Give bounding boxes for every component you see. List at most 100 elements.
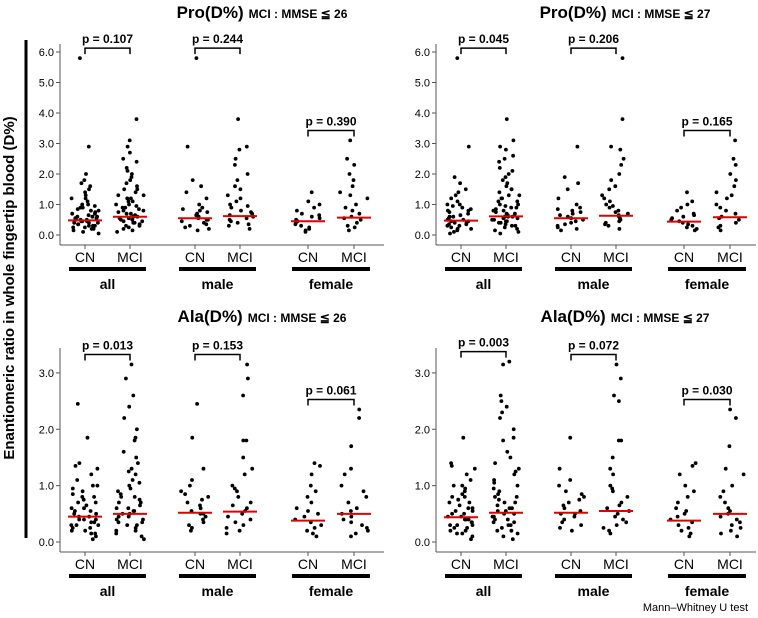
- data-point: [129, 211, 133, 216]
- data-point: [349, 466, 353, 471]
- data-point: [464, 517, 469, 522]
- data-point: [181, 207, 185, 212]
- data-point: [496, 492, 500, 496]
- x-tick-label-cn: CN: [185, 556, 205, 572]
- data-point: [75, 207, 80, 212]
- data-point: [511, 138, 516, 143]
- data-point: [498, 231, 503, 236]
- data-point: [573, 219, 578, 224]
- data-point: [609, 178, 614, 183]
- p-value-label: p = 0.390: [305, 114, 356, 128]
- data-point: [685, 190, 689, 195]
- data-point: [716, 225, 721, 230]
- y-tick-label: 3.0: [415, 368, 430, 380]
- data-point: [676, 500, 680, 505]
- data-point: [238, 196, 243, 201]
- data-point: [200, 205, 205, 210]
- data-point: [88, 526, 93, 530]
- data-point: [89, 208, 93, 213]
- group-label-female: female: [309, 583, 354, 599]
- data-point: [457, 503, 462, 508]
- data-point: [516, 202, 520, 207]
- data-point: [460, 531, 465, 536]
- data-point: [185, 144, 190, 149]
- data-point: [317, 202, 322, 207]
- data-point: [199, 184, 204, 189]
- data-point: [339, 483, 344, 488]
- data-point: [679, 205, 683, 210]
- data-point: [345, 223, 350, 228]
- data-point: [305, 495, 310, 499]
- data-point: [81, 497, 86, 502]
- data-point: [493, 517, 497, 522]
- data-point: [505, 181, 510, 186]
- data-point: [675, 514, 680, 519]
- x-tick-label-cn: CN: [185, 249, 205, 265]
- data-point: [241, 455, 246, 460]
- data-point: [618, 376, 623, 381]
- data-point: [235, 178, 240, 183]
- data-point: [347, 172, 352, 176]
- data-point: [188, 223, 192, 228]
- data-point: [734, 416, 738, 420]
- data-point: [500, 410, 504, 415]
- group-label-all: all: [476, 276, 492, 292]
- data-point: [470, 506, 475, 511]
- group-label-all: all: [100, 583, 116, 599]
- data-point: [732, 184, 737, 189]
- data-point: [692, 213, 696, 218]
- data-point: [504, 117, 509, 121]
- x-tick-label-cn: CN: [451, 249, 471, 265]
- data-point: [498, 220, 503, 225]
- data-point: [723, 500, 727, 505]
- data-point: [228, 202, 233, 207]
- data-point: [89, 531, 94, 536]
- data-point: [605, 506, 610, 511]
- data-point: [82, 517, 86, 522]
- data-point: [514, 205, 519, 210]
- y-tick-label: 0.0: [415, 537, 430, 549]
- data-point: [85, 435, 90, 440]
- data-point: [127, 404, 132, 409]
- data-point: [683, 483, 688, 488]
- data-point: [613, 514, 617, 519]
- data-point: [676, 523, 681, 527]
- data-point: [685, 495, 690, 499]
- data-point: [453, 509, 458, 513]
- data-point: [250, 211, 255, 216]
- data-point: [87, 187, 91, 192]
- data-point: [733, 138, 737, 143]
- p-value-label: p = 0.153: [192, 338, 243, 352]
- data-point: [245, 506, 249, 511]
- data-point: [132, 495, 137, 499]
- data-point: [505, 449, 510, 454]
- data-point: [511, 435, 516, 440]
- data-point: [616, 438, 621, 443]
- data-point: [726, 506, 731, 511]
- data-point: [311, 531, 315, 536]
- data-point: [504, 147, 508, 152]
- data-point: [316, 511, 320, 516]
- data-point: [465, 526, 469, 530]
- data-point: [614, 362, 619, 367]
- data-point: [493, 495, 497, 499]
- data-point: [354, 202, 358, 207]
- data-point: [577, 497, 582, 502]
- data-point: [456, 190, 461, 195]
- data-point: [451, 214, 456, 219]
- data-point: [116, 210, 121, 215]
- data-point: [303, 230, 308, 234]
- data-point: [309, 214, 314, 219]
- data-point: [94, 216, 99, 221]
- data-point: [129, 196, 133, 201]
- data-point: [512, 472, 517, 477]
- data-point: [447, 210, 452, 215]
- data-point: [69, 523, 74, 527]
- data-point: [556, 196, 561, 201]
- data-point: [617, 227, 622, 231]
- data-point: [562, 506, 567, 511]
- data-point: [126, 506, 131, 511]
- data-point: [468, 478, 473, 482]
- data-point: [352, 225, 357, 230]
- data-point: [682, 511, 687, 516]
